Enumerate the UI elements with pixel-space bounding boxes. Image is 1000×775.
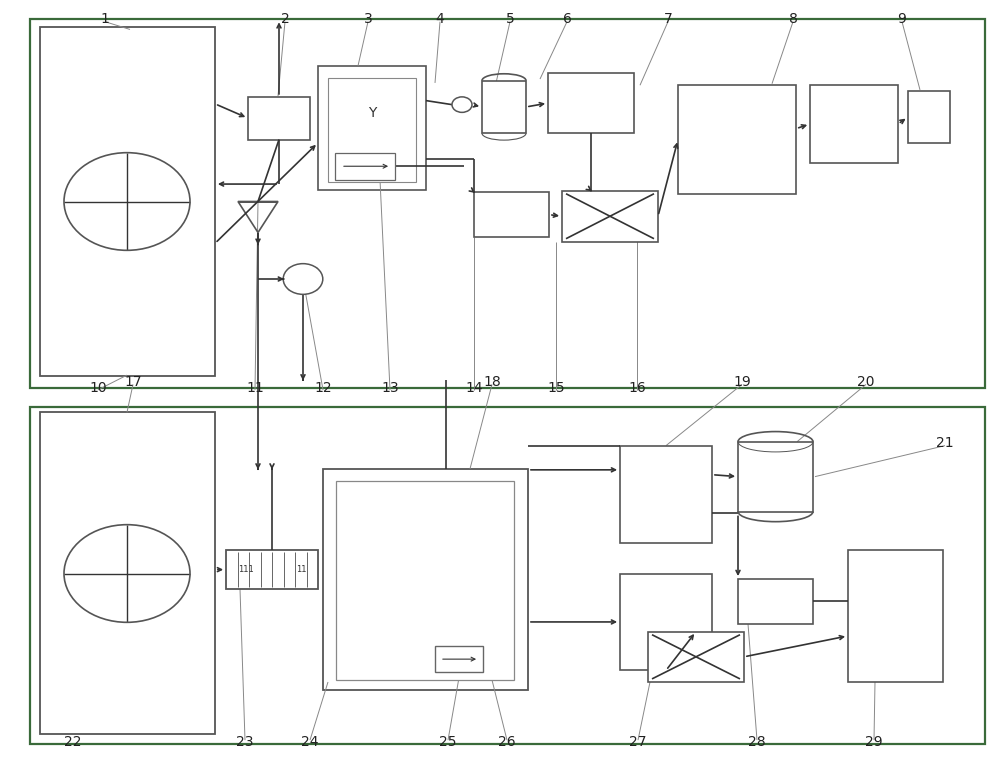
Bar xyxy=(738,442,813,512)
Bar xyxy=(810,85,898,163)
Text: 7: 7 xyxy=(664,12,672,26)
Text: 16: 16 xyxy=(628,381,646,394)
Text: 25: 25 xyxy=(439,735,457,749)
Bar xyxy=(323,469,528,690)
Bar xyxy=(678,85,796,194)
Bar xyxy=(562,191,658,242)
Bar xyxy=(30,19,985,388)
Bar xyxy=(648,632,744,682)
Bar xyxy=(328,78,416,182)
Text: 24: 24 xyxy=(301,735,319,749)
Text: 13: 13 xyxy=(381,381,399,394)
Bar xyxy=(40,27,215,376)
Circle shape xyxy=(452,97,472,112)
Text: 5: 5 xyxy=(506,12,514,26)
Bar xyxy=(30,407,985,744)
Text: 21: 21 xyxy=(936,436,954,450)
Text: 20: 20 xyxy=(857,375,875,389)
Text: 9: 9 xyxy=(898,12,906,26)
Bar xyxy=(226,550,318,589)
Bar xyxy=(482,81,526,133)
Text: 11: 11 xyxy=(246,381,264,394)
Bar xyxy=(620,446,712,542)
Text: 14: 14 xyxy=(465,381,483,394)
Bar xyxy=(435,646,483,672)
Text: 17: 17 xyxy=(124,375,142,389)
Text: 22: 22 xyxy=(64,735,82,749)
Bar xyxy=(620,574,712,670)
Bar xyxy=(336,480,514,680)
Bar xyxy=(318,66,426,190)
Text: 29: 29 xyxy=(865,735,883,749)
Text: 4: 4 xyxy=(436,12,444,26)
Text: Y: Y xyxy=(368,106,376,120)
Text: 1: 1 xyxy=(101,12,109,26)
Text: 19: 19 xyxy=(733,375,751,389)
Text: 3: 3 xyxy=(364,12,372,26)
Circle shape xyxy=(283,264,323,294)
Text: 111: 111 xyxy=(238,565,254,574)
Bar xyxy=(738,579,813,624)
Bar xyxy=(548,73,634,133)
Text: 27: 27 xyxy=(629,735,647,749)
Text: 28: 28 xyxy=(748,735,766,749)
Bar xyxy=(474,192,549,237)
Bar xyxy=(335,153,395,180)
Text: 10: 10 xyxy=(89,381,107,394)
Bar xyxy=(40,412,215,734)
Bar xyxy=(908,91,950,143)
Text: 15: 15 xyxy=(547,381,565,394)
Text: 12: 12 xyxy=(314,381,332,394)
Text: 11: 11 xyxy=(296,565,307,574)
Text: 18: 18 xyxy=(483,375,501,389)
Bar xyxy=(848,550,943,682)
Bar xyxy=(248,97,310,140)
Text: 2: 2 xyxy=(281,12,289,26)
Text: 8: 8 xyxy=(789,12,797,26)
Text: 6: 6 xyxy=(563,12,571,26)
Text: 26: 26 xyxy=(498,735,516,749)
Text: 23: 23 xyxy=(236,735,254,749)
